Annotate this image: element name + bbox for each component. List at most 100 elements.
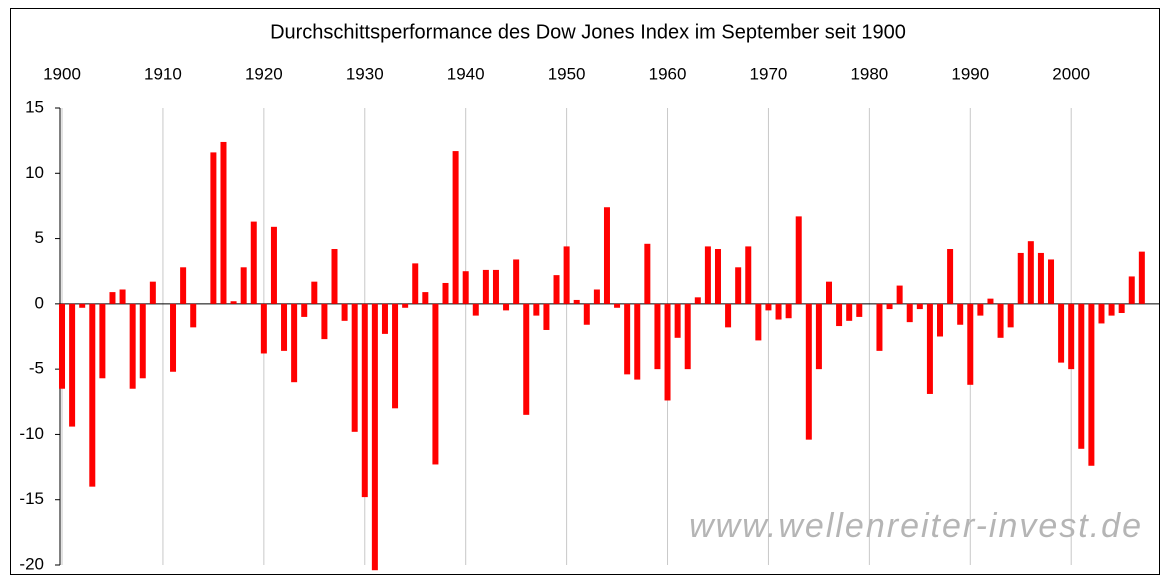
bar (472, 303, 479, 316)
bar (1027, 241, 1034, 304)
x-tick-label: 1930 (346, 64, 384, 83)
bar (69, 303, 76, 427)
bar (281, 303, 288, 351)
bar (492, 269, 499, 304)
bar (836, 303, 843, 327)
y-tick-label: 0 (35, 293, 44, 312)
bar (230, 301, 237, 304)
bar (694, 297, 701, 304)
bar (412, 263, 419, 304)
bar (513, 259, 520, 304)
bar (139, 303, 146, 379)
bar (311, 281, 318, 304)
bar (452, 151, 459, 304)
bar (432, 303, 439, 465)
bar (886, 303, 893, 310)
bar (220, 141, 227, 304)
bar (1007, 303, 1014, 328)
y-tick-label: 10 (25, 163, 44, 182)
x-tick-label: 1950 (548, 64, 586, 83)
bar (79, 303, 86, 308)
bar (704, 246, 711, 304)
bar (593, 289, 600, 304)
bar (1058, 303, 1065, 363)
bar (149, 281, 156, 304)
bar (825, 281, 832, 304)
bar (603, 207, 610, 304)
bar (331, 249, 338, 304)
x-tick-label: 1990 (951, 64, 989, 83)
bar (664, 303, 671, 401)
bar (190, 303, 197, 328)
bar (1088, 303, 1095, 466)
bar (583, 303, 590, 325)
bar (180, 267, 187, 304)
bar (89, 303, 96, 487)
bar (99, 303, 106, 379)
x-tick-label: 1960 (649, 64, 687, 83)
bar (1118, 303, 1125, 313)
bar (129, 303, 136, 389)
x-tick-label: 2000 (1052, 64, 1090, 83)
bar (815, 303, 822, 370)
bar (957, 303, 964, 325)
bar (59, 303, 66, 389)
watermark: www.wellenreiter-invest.de (689, 507, 1143, 545)
bar (684, 303, 691, 370)
chart-frame (10, 8, 1160, 575)
bar (291, 303, 298, 383)
bar (442, 282, 449, 304)
bar (371, 303, 378, 571)
bar (1048, 259, 1055, 304)
bar (745, 246, 752, 304)
chart-title: Durchschittsperformance des Dow Jones In… (270, 21, 906, 43)
bar (573, 299, 580, 304)
bar (1108, 303, 1115, 316)
bar (250, 221, 257, 304)
bar (321, 303, 328, 340)
bar (523, 303, 530, 415)
bar (714, 249, 721, 304)
bar (1138, 251, 1145, 304)
bar (785, 303, 792, 319)
bar (795, 216, 802, 304)
bar (381, 303, 388, 334)
bar (392, 303, 399, 409)
x-tick-label: 1940 (447, 64, 485, 83)
bar (967, 303, 974, 385)
bar (482, 269, 489, 304)
bar (1068, 303, 1075, 370)
bar (503, 303, 510, 311)
bar (735, 267, 742, 304)
bar (1128, 276, 1135, 304)
bar (937, 303, 944, 337)
bar (301, 303, 308, 317)
bar (876, 303, 883, 351)
bar (926, 303, 933, 394)
bar (997, 303, 1004, 338)
bar (947, 249, 954, 304)
bar (260, 303, 267, 354)
bar (1098, 303, 1105, 324)
bar (765, 303, 772, 311)
bar (614, 303, 621, 308)
bar (1037, 252, 1044, 304)
y-tick-label: -15 (19, 489, 44, 508)
bar (896, 285, 903, 304)
y-tick-label: 5 (35, 228, 44, 247)
bar (553, 275, 560, 304)
bar (654, 303, 661, 370)
bar (977, 303, 984, 316)
bar (1017, 252, 1024, 304)
bar (846, 303, 853, 321)
bar (270, 226, 277, 304)
bar (856, 303, 863, 317)
y-tick-label: -10 (19, 424, 44, 443)
bar (351, 303, 358, 432)
bar (906, 303, 913, 323)
bar (644, 243, 651, 304)
bar (987, 298, 994, 304)
bar (462, 271, 469, 304)
bar (775, 303, 782, 320)
